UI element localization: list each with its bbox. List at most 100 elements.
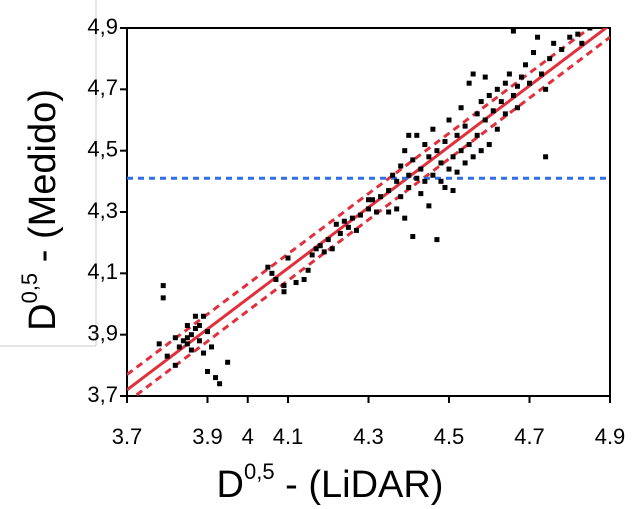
point [317, 243, 323, 249]
point [172, 335, 178, 341]
point [269, 270, 275, 276]
point [422, 178, 428, 184]
point [301, 276, 307, 282]
point [196, 338, 202, 344]
point [357, 212, 363, 218]
y-axis-label: D0,5 - (Medido) [17, 89, 64, 331]
point [281, 283, 287, 289]
point [160, 295, 166, 301]
x-label-rest: - (LiDAR) [275, 464, 444, 506]
point [454, 132, 460, 138]
point [349, 215, 355, 221]
point [366, 206, 371, 212]
x-tick-label: 3.9 [192, 424, 223, 449]
point [370, 197, 376, 203]
point [398, 163, 404, 169]
x-label-sup: 0,5 [244, 459, 275, 484]
point [450, 154, 456, 160]
x-tick-label: 4.3 [353, 424, 384, 449]
point [498, 99, 504, 105]
point [462, 160, 468, 166]
point [353, 227, 359, 233]
point [176, 344, 182, 350]
point [522, 62, 528, 68]
point [386, 188, 392, 194]
point [446, 166, 452, 172]
x-tick-label: 4.1 [273, 424, 304, 449]
point [366, 197, 371, 203]
point [402, 215, 408, 221]
point [430, 172, 436, 178]
reference-line [127, 28, 593, 376]
point [213, 375, 219, 381]
point [446, 117, 452, 123]
point [547, 56, 553, 62]
point [494, 86, 500, 92]
point [502, 80, 508, 86]
y-label-rest: - (Medido) [22, 89, 64, 273]
point [426, 154, 432, 160]
point [406, 172, 412, 178]
point [543, 86, 549, 92]
y-tick-label: 4,5 [87, 136, 118, 161]
point [217, 381, 223, 387]
y-tick-label: 3,7 [87, 382, 118, 407]
point [510, 92, 516, 98]
point [482, 74, 488, 80]
point [551, 40, 557, 46]
point [188, 347, 194, 353]
point [486, 92, 492, 98]
point [438, 160, 444, 166]
x-label-base: D [217, 464, 244, 506]
point [156, 341, 162, 347]
y-tick-label: 4,1 [87, 259, 118, 284]
point [539, 71, 545, 77]
x-tick-label: 3.7 [112, 424, 143, 449]
point [285, 255, 291, 261]
point [450, 188, 456, 194]
x-tick-label: 4.5 [434, 424, 465, 449]
point [470, 154, 476, 160]
point [510, 28, 516, 34]
point [196, 322, 202, 328]
point [430, 126, 436, 132]
point [164, 353, 170, 359]
y-tick-label: 3,9 [87, 320, 118, 345]
point [434, 237, 440, 243]
y-label-base: D [22, 303, 64, 330]
point [200, 313, 206, 319]
plot-marks [127, 28, 610, 396]
point [200, 350, 206, 356]
point [418, 191, 424, 197]
point [378, 194, 384, 200]
point [442, 184, 448, 190]
point [265, 264, 271, 270]
point [478, 99, 484, 105]
point [345, 224, 351, 230]
y-tick-label: 4,9 [87, 14, 118, 39]
point [587, 28, 593, 31]
point [192, 313, 198, 319]
point [494, 126, 500, 132]
point [309, 252, 315, 258]
point [333, 221, 339, 227]
point [337, 230, 343, 236]
point [305, 267, 311, 273]
point [209, 344, 215, 350]
point [575, 31, 581, 37]
point [438, 178, 444, 184]
point [466, 80, 472, 86]
point [466, 142, 472, 148]
y-tick-label: 4,3 [87, 198, 118, 223]
point [410, 157, 416, 163]
point [184, 322, 190, 328]
point [325, 237, 331, 243]
point [482, 117, 488, 123]
point [527, 80, 532, 86]
point [205, 368, 210, 374]
point [486, 142, 492, 148]
point [390, 172, 396, 178]
point [535, 34, 541, 40]
point [454, 169, 460, 175]
